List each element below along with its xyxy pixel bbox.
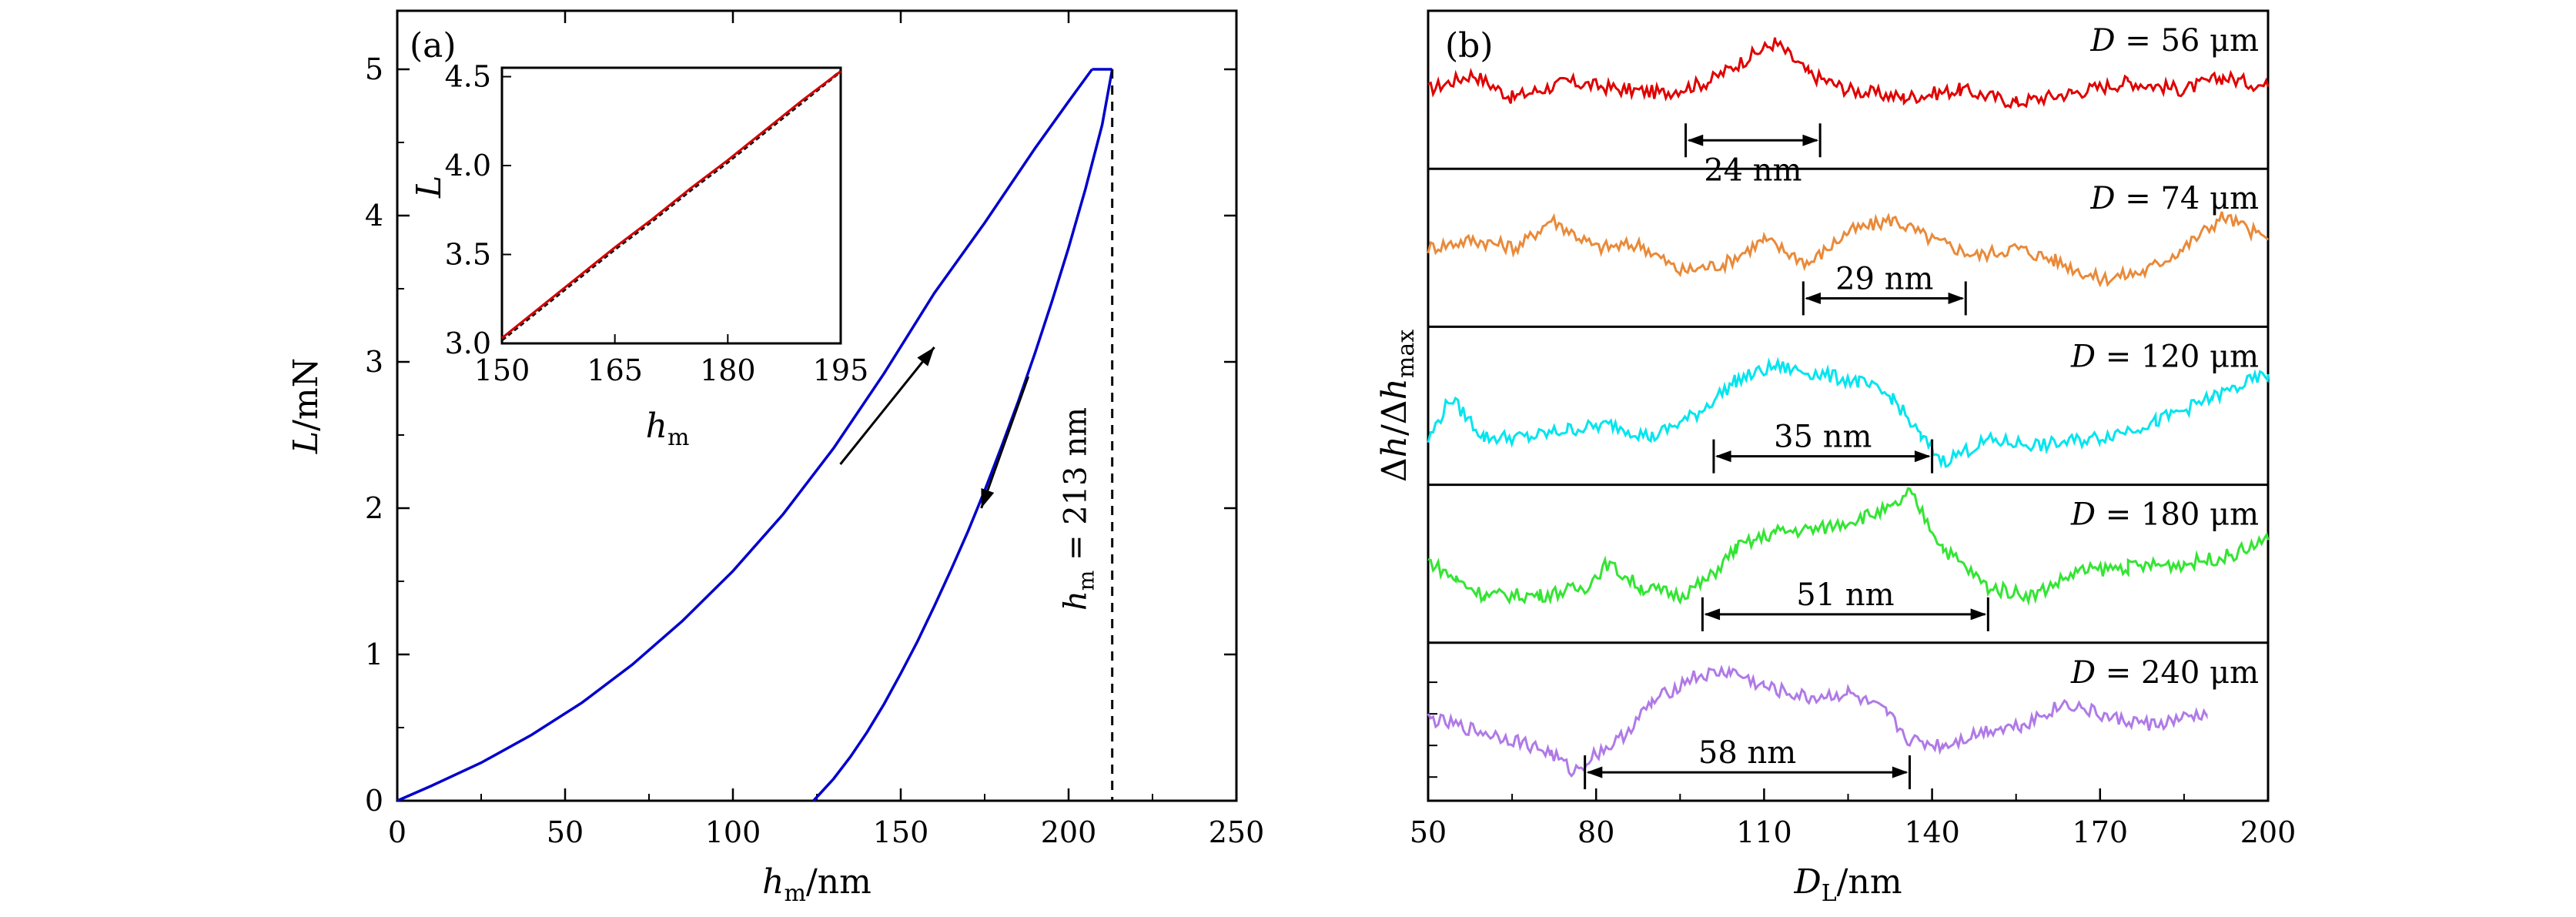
span-arrow-head-right (1914, 450, 1931, 463)
panel-a: 0 50 100 150 200 250 0 1 2 3 4 5 hm/nm L/mN (a) hm = 21… (286, 9, 1265, 907)
inset-y-tick-label: 3.5 (445, 238, 491, 272)
span-label: 29 nm (1835, 261, 1933, 296)
series-name: D = 180 μm (2070, 497, 2259, 533)
curve-unloading (812, 69, 1114, 802)
x-tick-label-b: 80 (1577, 815, 1614, 849)
inset-x-tick-label: 180 (700, 353, 756, 387)
y-tick-label-a: 3 (365, 345, 383, 379)
profile-curve (1427, 37, 2270, 109)
y-tick-label-a: 2 (365, 491, 383, 525)
loading-arrow-head (917, 347, 935, 366)
span-arrow-head-left (1805, 292, 1821, 305)
panel-label-b: (b) (1445, 26, 1494, 65)
x-axis-label-b: DL/nm (1793, 862, 1902, 907)
span-arrow-head-right (1970, 608, 1987, 621)
inset-y-tick-label: 4.0 (445, 149, 491, 182)
x-tick-label-b: 50 (1410, 815, 1447, 849)
series-name: D = 240 μm (2070, 655, 2259, 691)
inset-y-tick-label: 3.0 (445, 326, 491, 360)
span-arrow-head-right (1948, 292, 1965, 305)
span-arrow-head-left (1704, 608, 1721, 621)
loading-arrow (839, 346, 935, 465)
series-name: D = 120 μm (2070, 339, 2259, 374)
span-label: 35 nm (1774, 420, 1872, 455)
inset-x-label: hm (646, 407, 690, 451)
profile-curve (1427, 211, 2270, 288)
y-tick-label-a: 0 (365, 784, 383, 818)
inset-y-tick-label: 4.5 (445, 60, 491, 94)
profile-curve (1427, 356, 2270, 469)
curve-loading (396, 68, 1093, 802)
x-tick-label-b: 110 (1736, 815, 1792, 849)
span-arrow-head-left (1715, 450, 1731, 463)
x-tick-label-a: 50 (547, 815, 584, 849)
x-tick-label-b: 200 (2240, 815, 2297, 849)
profile-curve (1427, 664, 2208, 778)
span-arrow-head-left (1687, 134, 1704, 146)
panel-label-a: (a) (410, 26, 457, 65)
profile-curve (1427, 487, 2270, 607)
y-axis-label-b: Δh/Δhmax (1375, 330, 1420, 482)
y-tick-label-a: 5 (365, 52, 383, 86)
unloading-arrow-head (981, 488, 995, 508)
unloading-arrow (980, 376, 1030, 509)
x-tick-label-b: 140 (1904, 815, 1960, 849)
y-tick-label-a: 4 (365, 199, 383, 233)
span-label: 58 nm (1698, 735, 1796, 771)
span-label: 24 nm (1704, 152, 1802, 188)
y-tick-label-a: 1 (365, 638, 383, 671)
x-tick-label-a: 150 (873, 815, 929, 849)
span-arrow-head-left (1586, 766, 1603, 778)
inset-curve-fit (501, 70, 841, 340)
x-axis-label-a: hm/nm (762, 862, 871, 907)
x-tick-label-a: 250 (1209, 815, 1265, 849)
inset-x-tick-label: 195 (813, 353, 869, 387)
span-arrow-head-right (1802, 134, 1819, 146)
inset-x-tick-label: 150 (474, 353, 530, 387)
x-tick-label-a: 200 (1041, 815, 1097, 849)
span-label: 51 nm (1796, 577, 1894, 613)
y-axis-label-a: L/mN (286, 358, 326, 454)
hm-annotation: hm = 213 nm (1059, 407, 1099, 611)
inset-curve-data (500, 70, 842, 341)
series-name: D = 74 μm (2089, 181, 2259, 216)
span-arrow-head-right (1892, 766, 1909, 778)
x-tick-label-a: 100 (705, 815, 761, 849)
x-tick-label-b: 170 (2073, 815, 2129, 849)
panel-b: 50 80 110 140 170 200 (b) DL/nm Δh/Δhmax D = 56 μ… (1375, 9, 2297, 907)
inset-x-tick-label: 165 (587, 353, 643, 387)
inset-y-label: L (410, 176, 449, 199)
x-tick-label-a: 0 (388, 815, 406, 849)
series-name: D = 56 μm (2089, 23, 2259, 59)
